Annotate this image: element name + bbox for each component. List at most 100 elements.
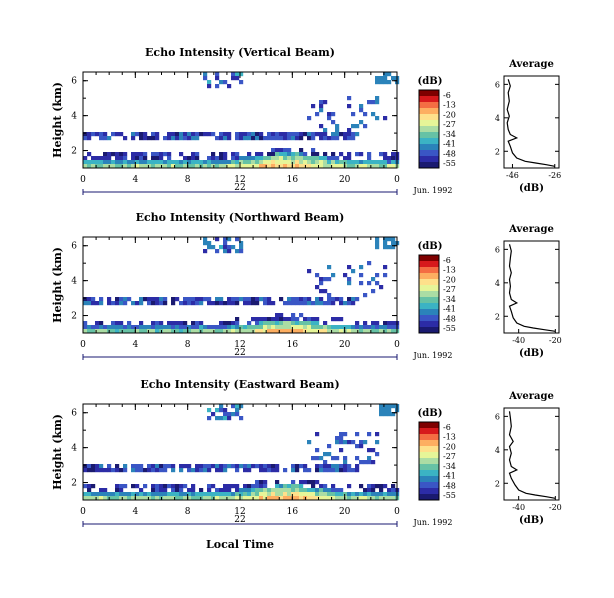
x-tick-label: 0 bbox=[80, 507, 86, 517]
x-tick-label: 8 bbox=[185, 175, 191, 185]
x-tick-label: 20 bbox=[339, 175, 351, 185]
average-xlabel: (dB) bbox=[519, 515, 544, 526]
x-tick-label: 0 bbox=[394, 507, 400, 517]
colorbar-swatch bbox=[419, 440, 439, 447]
colorbar-tick-label: -48 bbox=[443, 481, 456, 490]
x-tick-label: 12 bbox=[234, 175, 245, 185]
date-label: 22 bbox=[234, 348, 245, 358]
date-label: 22 bbox=[234, 183, 245, 193]
colorbar-frame bbox=[418, 254, 440, 334]
colorbar-swatch bbox=[419, 309, 439, 316]
colorbar-tick-label: -13 bbox=[443, 433, 456, 442]
y-tick-label: 6 bbox=[71, 77, 77, 87]
colorbar-swatch bbox=[419, 422, 439, 429]
y-axis-label: Height (km) bbox=[51, 82, 64, 158]
panel-title: Echo Intensity (Eastward Beam) bbox=[140, 378, 339, 391]
average-y-tick-label: 4 bbox=[495, 279, 500, 288]
x-tick-label: 16 bbox=[287, 507, 299, 517]
colorbar-unit: (dB) bbox=[418, 241, 443, 252]
heatmap-cells bbox=[83, 404, 400, 501]
colorbar-swatch bbox=[419, 464, 439, 471]
colorbar-tick-label: -27 bbox=[443, 452, 456, 461]
colorbar-tick-label: -27 bbox=[443, 285, 456, 294]
colorbar-swatch bbox=[419, 434, 439, 441]
average-frame bbox=[503, 75, 560, 169]
panel-2: Echo Intensity (Eastward Beam) 2 4 6 Height … bbox=[51, 378, 562, 527]
colorbar-tick-label: -6 bbox=[443, 256, 451, 265]
colorbar-unit: (dB) bbox=[418, 76, 443, 87]
y-tick-label: 4 bbox=[71, 444, 77, 454]
average-y-tick-label: 4 bbox=[495, 446, 500, 455]
colorbar-swatch bbox=[419, 446, 439, 453]
x-tick-label: 0 bbox=[394, 340, 400, 350]
average-xlabel: (dB) bbox=[519, 183, 544, 194]
panel-title: Echo Intensity (Northward Beam) bbox=[136, 211, 345, 224]
panel-1: Echo Intensity (Northward Beam) 2 4 6 Height… bbox=[51, 211, 562, 360]
x-tick-label: 16 bbox=[287, 175, 299, 185]
colorbar-swatch bbox=[419, 297, 439, 304]
average-y-tick-label: 2 bbox=[495, 312, 500, 321]
colorbar-swatch bbox=[419, 120, 439, 127]
colorbar-tick-label: -34 bbox=[443, 295, 456, 304]
colorbar-tick-label: -48 bbox=[443, 314, 456, 323]
colorbar-frame bbox=[418, 421, 440, 501]
colorbar-tick-label: -41 bbox=[443, 305, 456, 314]
colorbar-tick-label: -20 bbox=[443, 110, 456, 119]
colorbar-swatch bbox=[419, 90, 439, 97]
x-tick-label: 12 bbox=[234, 340, 245, 350]
colorbar-swatch bbox=[419, 315, 439, 322]
colorbar-swatch bbox=[419, 156, 439, 163]
average-y-tick-label: 6 bbox=[495, 412, 500, 421]
colorbar-tick-label: -13 bbox=[443, 266, 456, 275]
colorbar-swatch bbox=[419, 279, 439, 286]
average-profile-line bbox=[506, 79, 555, 167]
colorbar-swatch bbox=[419, 102, 439, 109]
colorbar-tick-label: -27 bbox=[443, 120, 456, 129]
colorbar-swatch bbox=[419, 476, 439, 483]
colorbar-tick-label: -55 bbox=[443, 324, 456, 333]
average-y-tick-label: 6 bbox=[495, 80, 500, 89]
y-tick-label: 6 bbox=[71, 409, 77, 419]
average-frame bbox=[503, 240, 560, 334]
colorbar-swatch bbox=[419, 285, 439, 292]
colorbar-frame bbox=[418, 89, 440, 169]
average-title: Average bbox=[508, 59, 554, 70]
y-tick-label: 4 bbox=[71, 277, 77, 287]
x-tick-label: 4 bbox=[132, 507, 138, 517]
colorbar-swatch bbox=[419, 162, 439, 169]
colorbar-swatch bbox=[419, 452, 439, 459]
colorbar-tick-label: -41 bbox=[443, 140, 456, 149]
date-label: 22 bbox=[234, 515, 245, 525]
colorbar-tick-label: -13 bbox=[443, 101, 456, 110]
y-tick-label: 2 bbox=[71, 312, 77, 322]
colorbar-swatch bbox=[419, 321, 439, 328]
colorbar-swatch bbox=[419, 428, 439, 435]
x-tick-label: 0 bbox=[394, 175, 400, 185]
colorbar-swatch bbox=[419, 108, 439, 115]
average-x-tick-label: -26 bbox=[548, 171, 561, 180]
x-tick-label: 0 bbox=[80, 340, 86, 350]
colorbar-tick-label: -55 bbox=[443, 491, 456, 500]
x-tick-label: 20 bbox=[339, 507, 351, 517]
colorbar-swatch bbox=[419, 494, 439, 501]
y-tick-label: 4 bbox=[71, 112, 77, 122]
average-profile-line bbox=[508, 244, 556, 332]
x-tick-label: 0 bbox=[80, 175, 86, 185]
colorbar-swatch bbox=[419, 261, 439, 268]
colorbar-tick-label: -6 bbox=[443, 91, 451, 100]
colorbar-tick-label: -34 bbox=[443, 462, 456, 471]
y-tick-label: 6 bbox=[71, 242, 77, 252]
colorbar-swatch bbox=[419, 144, 439, 151]
x-tick-label: 8 bbox=[185, 340, 191, 350]
y-tick-label: 2 bbox=[71, 147, 77, 157]
average-y-tick-label: 2 bbox=[495, 479, 500, 488]
colorbar-swatch bbox=[419, 138, 439, 145]
colorbar-tick-label: -55 bbox=[443, 159, 456, 168]
average-title: Average bbox=[508, 391, 554, 402]
x-tick-label: 8 bbox=[185, 507, 191, 517]
heatmap-cells bbox=[83, 237, 400, 334]
colorbar-tick-label: -41 bbox=[443, 472, 456, 481]
average-title: Average bbox=[508, 224, 554, 235]
average-y-tick-label: 2 bbox=[495, 147, 500, 156]
